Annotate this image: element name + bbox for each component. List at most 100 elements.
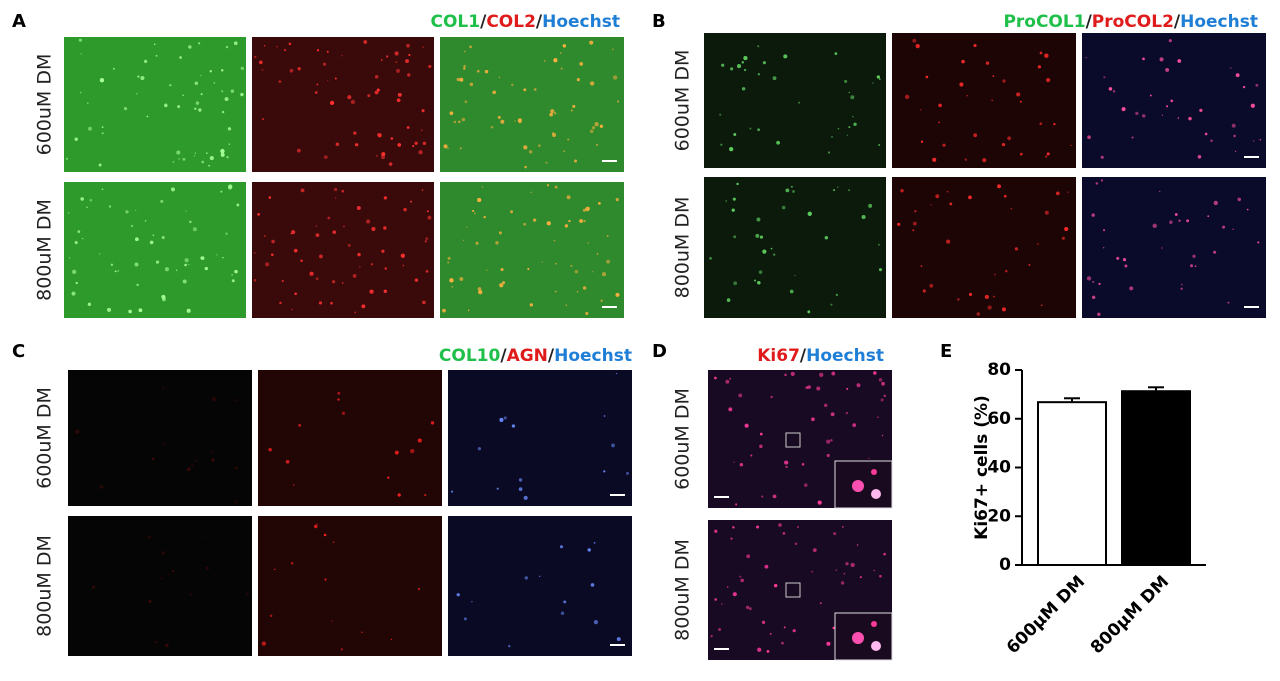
cell-signal — [492, 90, 497, 95]
cell-signal — [298, 424, 302, 427]
cell-signal — [184, 263, 187, 267]
cell-signal — [332, 541, 335, 544]
cell-signal — [991, 99, 993, 102]
cell-signal — [323, 155, 328, 160]
cell-signal — [550, 109, 555, 114]
cell-signal — [549, 112, 553, 117]
cell-signal — [514, 120, 516, 122]
stain-part: / — [800, 346, 807, 366]
cell-signal — [186, 467, 191, 472]
cell-signal — [606, 235, 609, 237]
cell-signal — [1192, 254, 1196, 258]
cell-signal — [1005, 269, 1008, 273]
cell-signal — [831, 136, 833, 138]
cell-signal — [369, 289, 374, 294]
cell-signal — [254, 252, 256, 254]
cell-signal — [510, 210, 514, 214]
inset-cell — [871, 641, 881, 651]
x-tick-label: 800μM DM — [1087, 572, 1173, 658]
cell-signal — [390, 638, 393, 641]
cell-signal — [615, 292, 620, 297]
cell-signal — [456, 593, 460, 597]
cell-signal — [518, 487, 523, 491]
cell-signal — [447, 147, 449, 150]
cell-signal — [500, 119, 505, 124]
cell-signal — [442, 308, 446, 313]
cell-signal — [151, 457, 155, 461]
cell-signal — [146, 115, 149, 118]
cell-signal — [511, 424, 516, 428]
cell-signal — [543, 59, 546, 62]
cell-signal — [770, 395, 773, 399]
bar — [1121, 390, 1191, 566]
cell-signal — [164, 103, 168, 108]
cell-signal — [165, 643, 169, 648]
cell-signal — [582, 208, 586, 212]
cell-signal — [714, 529, 718, 533]
cell-signal — [554, 185, 558, 189]
x-tick-label: 600μM DM — [1003, 572, 1089, 658]
cell-signal — [91, 585, 96, 589]
cell-signal — [1141, 114, 1146, 118]
cell-signal — [1213, 250, 1217, 254]
cell-signal — [966, 95, 968, 97]
cell-signal — [1003, 194, 1007, 198]
cell-signal — [749, 127, 752, 130]
cell-signal — [359, 266, 361, 268]
cell-signal — [846, 134, 848, 136]
cell-signal — [1165, 67, 1170, 72]
cell-signal — [781, 641, 784, 645]
cell-signal — [420, 129, 423, 132]
cell-signal — [182, 279, 187, 284]
cell-signal — [710, 634, 713, 638]
cell-signal — [726, 298, 731, 302]
cell-signal — [1098, 282, 1101, 286]
cell-signal — [189, 220, 192, 224]
cell-signal — [484, 69, 489, 74]
cell-signal — [733, 281, 738, 286]
cell-signal — [1019, 152, 1023, 156]
cell-signal — [330, 301, 333, 305]
cell-signal — [443, 144, 448, 149]
cell-signal — [842, 526, 844, 528]
cell-signal — [878, 78, 881, 81]
cell-signal — [559, 52, 562, 55]
cell-signal — [352, 273, 357, 278]
cell-signal — [324, 578, 327, 581]
cell-signal — [976, 312, 981, 316]
cell-signal — [1014, 247, 1019, 251]
cell-signal — [562, 44, 567, 48]
cell-signal — [1007, 136, 1011, 141]
cell-signal — [1064, 226, 1069, 232]
cell-signal — [1097, 312, 1101, 316]
cell-signal — [396, 98, 401, 103]
cell-signal — [570, 109, 573, 112]
y-tick-label: 20 — [987, 506, 1011, 526]
cell-signal — [99, 78, 105, 83]
stain-legend: Ki67/Hoechst — [757, 346, 884, 366]
cell-signal — [162, 386, 164, 389]
cell-signal — [1002, 79, 1006, 83]
cell-signal — [600, 299, 603, 302]
cell-signal — [178, 158, 180, 160]
cell-signal — [253, 55, 257, 59]
cell-signal — [200, 74, 202, 77]
cell-signal — [922, 289, 926, 293]
cell-signal — [590, 583, 595, 587]
cell-signal — [198, 42, 201, 45]
cell-signal — [1095, 182, 1099, 185]
cell-signal — [721, 603, 723, 605]
cell-signal — [1067, 191, 1069, 193]
cell-signal — [785, 465, 788, 469]
cell-signal — [591, 271, 594, 273]
cell-signal — [783, 54, 788, 59]
cell-signal — [220, 152, 225, 157]
cell-signal — [75, 429, 80, 434]
cell-signal — [74, 137, 78, 141]
cell-signal — [757, 73, 761, 76]
cell-signal — [230, 89, 235, 93]
cell-signal — [148, 599, 152, 604]
cell-signal — [837, 127, 840, 130]
y-axis-label: Ki67+ cells (%) — [972, 395, 992, 540]
cell-signal — [555, 263, 557, 265]
